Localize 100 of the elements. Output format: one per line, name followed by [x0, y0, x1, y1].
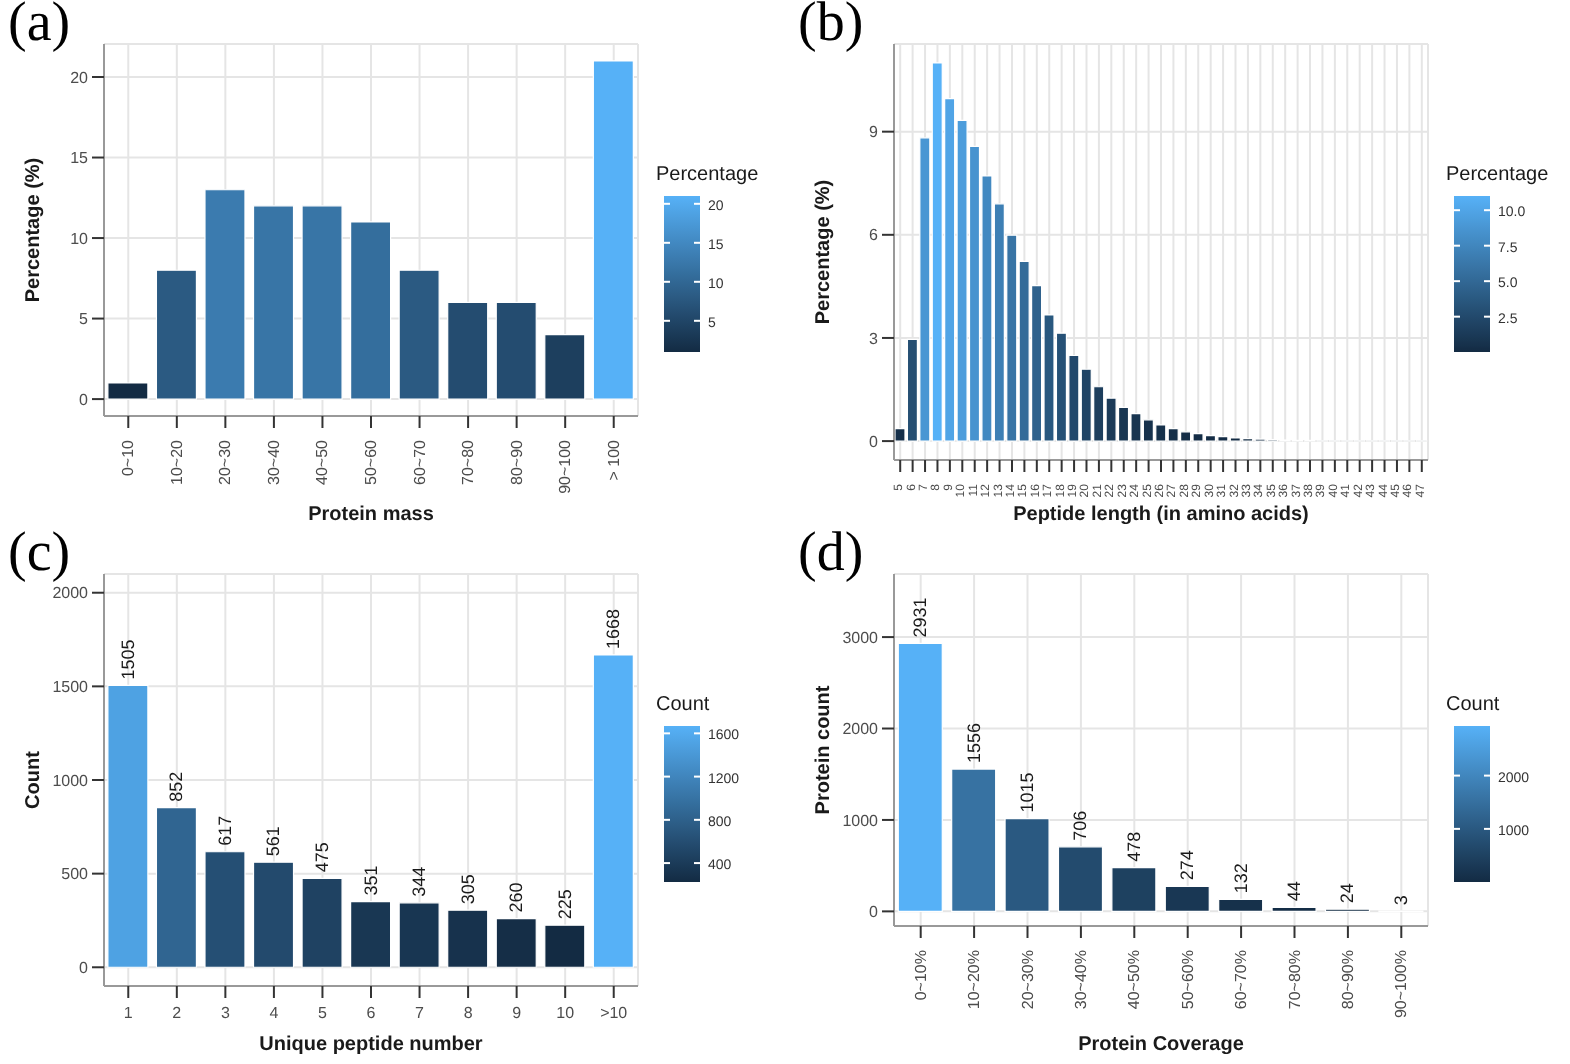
x-axis-title: Protein mass — [308, 504, 435, 526]
y-tick-label: 3 — [869, 329, 880, 348]
chart-title: (a) — [8, 0, 71, 56]
x-tick-label: 2 — [172, 1004, 183, 1022]
y-tick-label: 500 — [61, 865, 90, 884]
y-tick-label: 2000 — [52, 584, 90, 603]
bar — [1218, 898, 1264, 912]
bar — [107, 382, 149, 400]
bar — [204, 189, 246, 400]
y-tick-label: 0 — [79, 958, 90, 977]
y-tick-label: 1000 — [842, 811, 880, 830]
x-tick-label: 0~10 — [119, 438, 138, 477]
data-label: 132 — [1230, 863, 1251, 894]
x-tick-label: 70~80% — [1285, 950, 1304, 1010]
x-tick-label: 8 — [463, 1004, 474, 1022]
bar — [398, 269, 440, 400]
x-tick-label: 5 — [318, 1004, 328, 1022]
bar — [350, 221, 392, 400]
x-tick-label: 7 — [415, 1004, 426, 1022]
x-tick-label: 60~70 — [410, 438, 429, 485]
bar — [592, 60, 634, 400]
x-tick-label: 10~20 — [167, 438, 186, 485]
data-label: 706 — [1070, 810, 1091, 841]
data-label: 2931 — [910, 597, 931, 638]
chart-title: (d) — [798, 522, 864, 586]
data-label: 561 — [263, 826, 284, 857]
y-tick-label: 20 — [70, 68, 90, 87]
bar — [447, 301, 489, 400]
x-tick-label: 60~70% — [1232, 950, 1251, 1010]
data-label: 24 — [1337, 883, 1358, 904]
data-label: 3 — [1390, 895, 1411, 906]
x-axis-title: Protein Coverage — [1078, 1034, 1245, 1056]
x-tick-label: >10 — [600, 1004, 629, 1022]
bar — [1271, 906, 1317, 912]
y-tick-label: 5 — [79, 310, 90, 329]
data-label: 351 — [360, 865, 381, 896]
x-tick-label: 50~60 — [362, 438, 380, 485]
x-tick-label: > 100 — [604, 438, 623, 481]
y-tick-label: 6 — [869, 226, 880, 245]
bar — [592, 654, 634, 968]
y-tick-label: 3000 — [842, 628, 880, 647]
data-label: 274 — [1177, 850, 1198, 881]
x-tick-label: 50~60% — [1178, 950, 1197, 1010]
bar — [495, 917, 537, 968]
y-tick-label: 9 — [869, 123, 880, 142]
bar — [897, 642, 943, 912]
x-tick-label: 80~90 — [507, 438, 526, 485]
data-label: 617 — [214, 815, 235, 846]
color-bar-title: Percentage — [1446, 164, 1550, 186]
bar — [544, 924, 586, 968]
color-bar-title: Percentage — [656, 164, 760, 186]
x-tick-label: 30~40% — [1071, 950, 1090, 1010]
x-tick-label: 10~20% — [965, 950, 984, 1010]
data-label: 44 — [1284, 881, 1305, 902]
y-axis-title: Protein count — [813, 684, 836, 815]
y-axis-title: Count — [23, 749, 46, 809]
chart-title: (b) — [798, 0, 864, 56]
bar — [301, 205, 343, 400]
data-label: 305 — [457, 874, 478, 905]
y-tick-label: 10 — [70, 229, 90, 248]
x-tick-label: 4 — [269, 1004, 280, 1022]
x-tick-label: 9 — [512, 1004, 523, 1022]
data-label: 478 — [1123, 831, 1144, 862]
bar — [447, 909, 489, 968]
data-label: 1505 — [117, 639, 138, 680]
bar — [1004, 817, 1050, 912]
bar — [252, 205, 295, 400]
x-tick-label: 6 — [366, 1004, 377, 1022]
y-tick-label: 1000 — [52, 771, 90, 790]
x-tick-label: 20~30 — [216, 438, 235, 485]
color-bar-title: Count — [656, 694, 710, 716]
x-tick-label: 90~100 — [556, 438, 575, 494]
bar — [301, 877, 343, 968]
bar — [544, 334, 586, 400]
x-tick-label: 30~40 — [264, 438, 283, 485]
color-bar-title: Count — [1446, 694, 1500, 716]
bar — [951, 768, 997, 912]
bar — [398, 902, 440, 968]
x-tick-label: 90~100% — [1392, 950, 1411, 1019]
x-tick-label: 80~90% — [1338, 950, 1357, 1010]
bar — [1057, 846, 1104, 912]
y-tick-label: 1500 — [52, 678, 90, 697]
bar — [107, 684, 149, 968]
data-label: 260 — [506, 882, 527, 913]
bar — [252, 861, 295, 968]
y-tick-label: 15 — [70, 149, 90, 168]
x-tick-label: 3 — [220, 1004, 231, 1022]
x-axis-title: Unique peptide number — [259, 1034, 483, 1056]
bar — [495, 301, 537, 400]
x-tick-label: 10 — [556, 1004, 576, 1022]
y-tick-label: 0 — [79, 390, 90, 409]
bar — [350, 900, 392, 968]
data-label: 1668 — [603, 608, 624, 649]
x-tick-label: 1 — [123, 1004, 134, 1022]
y-tick-label: 0 — [869, 432, 880, 451]
x-tick-label: 40~50% — [1125, 950, 1144, 1010]
x-tick-label: 0~10% — [911, 950, 930, 1001]
data-label: 475 — [312, 842, 333, 873]
data-label: 1556 — [963, 723, 984, 764]
bar — [1111, 867, 1157, 912]
